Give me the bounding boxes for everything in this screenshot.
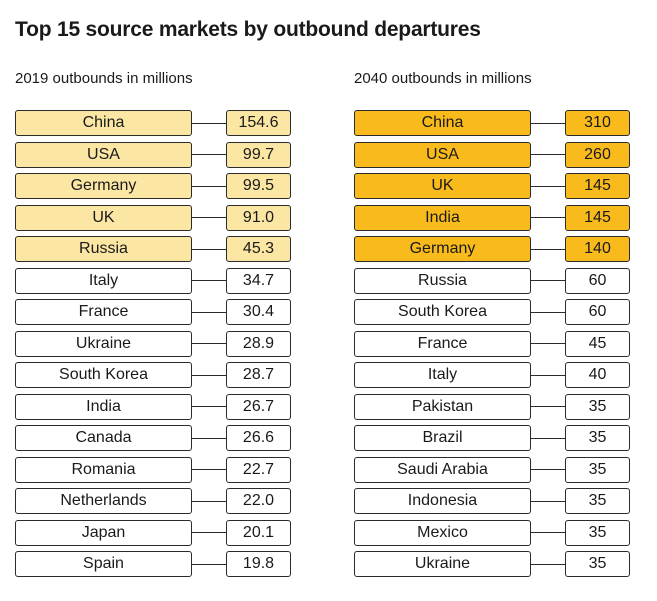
market-name: China: [15, 110, 192, 136]
chart-title: Top 15 source markets by outbound depart…: [15, 18, 481, 41]
connector-line: [192, 437, 226, 439]
market-name: Saudi Arabia: [354, 456, 531, 483]
market-name: Netherlands: [15, 488, 192, 514]
connector-line: [531, 437, 565, 439]
market-value: 60: [565, 299, 630, 325]
connector-line: [192, 563, 226, 565]
market-value: 35: [565, 393, 630, 420]
market-value: 145: [565, 204, 630, 231]
connector-line: [192, 469, 226, 470]
connector-line: [531, 217, 565, 218]
connector-line: [192, 122, 226, 124]
market-value: 35: [565, 425, 630, 451]
market-name: Pakistan: [354, 393, 531, 420]
connector-line: [531, 469, 565, 470]
connector-line: [192, 248, 226, 250]
connector-line: [531, 248, 565, 250]
market-value: 26.7: [226, 393, 291, 420]
connector-line: [192, 154, 226, 155]
market-name: India: [354, 204, 531, 231]
market-name: Ukraine: [354, 551, 531, 577]
market-value: 28.9: [226, 330, 291, 357]
market-name: Ukraine: [15, 330, 192, 357]
market-value: 30.4: [226, 299, 291, 325]
market-name: China: [354, 110, 531, 136]
market-value: 99.5: [226, 173, 291, 199]
market-name: Italy: [15, 267, 192, 294]
market-name: UK: [15, 204, 192, 231]
market-name: Russia: [15, 236, 192, 262]
connector-line: [531, 532, 565, 533]
market-name: Canada: [15, 425, 192, 451]
connector-line: [531, 563, 565, 565]
market-name: USA: [354, 141, 531, 168]
market-value: 22.7: [226, 456, 291, 483]
market-name: Germany: [354, 236, 531, 262]
connector-line: [531, 343, 565, 344]
market-value: 26.6: [226, 425, 291, 451]
market-name: USA: [15, 141, 192, 168]
market-name: Italy: [354, 362, 531, 388]
subtitle-2040: 2040 outbounds in millions: [354, 70, 532, 87]
connector-line: [192, 217, 226, 218]
market-value: 145: [565, 173, 630, 199]
market-value: 22.0: [226, 488, 291, 514]
market-value: 260: [565, 141, 630, 168]
market-value: 35: [565, 456, 630, 483]
connector-line: [192, 500, 226, 502]
market-value: 35: [565, 551, 630, 577]
connector-line: [192, 280, 226, 281]
market-name: France: [15, 299, 192, 325]
market-value: 20.1: [226, 519, 291, 546]
market-value: 45: [565, 330, 630, 357]
market-name: Spain: [15, 551, 192, 577]
connector-line: [192, 343, 226, 344]
connector-line: [192, 185, 226, 187]
market-name: Indonesia: [354, 488, 531, 514]
connector-line: [531, 185, 565, 187]
market-name: India: [15, 393, 192, 420]
market-value: 28.7: [226, 362, 291, 388]
market-value: 19.8: [226, 551, 291, 577]
market-value: 45.3: [226, 236, 291, 262]
connector-line: [192, 406, 226, 407]
market-value: 35: [565, 488, 630, 514]
market-value: 40: [565, 362, 630, 388]
connector-line: [531, 311, 565, 313]
market-value: 140: [565, 236, 630, 262]
market-name: Japan: [15, 519, 192, 546]
connector-line: [192, 374, 226, 376]
connector-line: [192, 311, 226, 313]
market-value: 310: [565, 110, 630, 136]
market-name: Brazil: [354, 425, 531, 451]
market-name: South Korea: [354, 299, 531, 325]
market-name: Germany: [15, 173, 192, 199]
subtitle-2019: 2019 outbounds in millions: [15, 70, 193, 87]
connector-line: [192, 532, 226, 533]
connector-line: [531, 406, 565, 407]
connector-line: [531, 500, 565, 502]
market-value: 154.6: [226, 110, 291, 136]
market-name: Russia: [354, 267, 531, 294]
market-value: 34.7: [226, 267, 291, 294]
market-name: South Korea: [15, 362, 192, 388]
market-name: France: [354, 330, 531, 357]
market-value: 99.7: [226, 141, 291, 168]
market-value: 91.0: [226, 204, 291, 231]
connector-line: [531, 122, 565, 124]
market-name: Romania: [15, 456, 192, 483]
connector-line: [531, 280, 565, 281]
connector-line: [531, 374, 565, 376]
market-name: UK: [354, 173, 531, 199]
market-value: 35: [565, 519, 630, 546]
connector-line: [531, 154, 565, 155]
market-value: 60: [565, 267, 630, 294]
market-name: Mexico: [354, 519, 531, 546]
